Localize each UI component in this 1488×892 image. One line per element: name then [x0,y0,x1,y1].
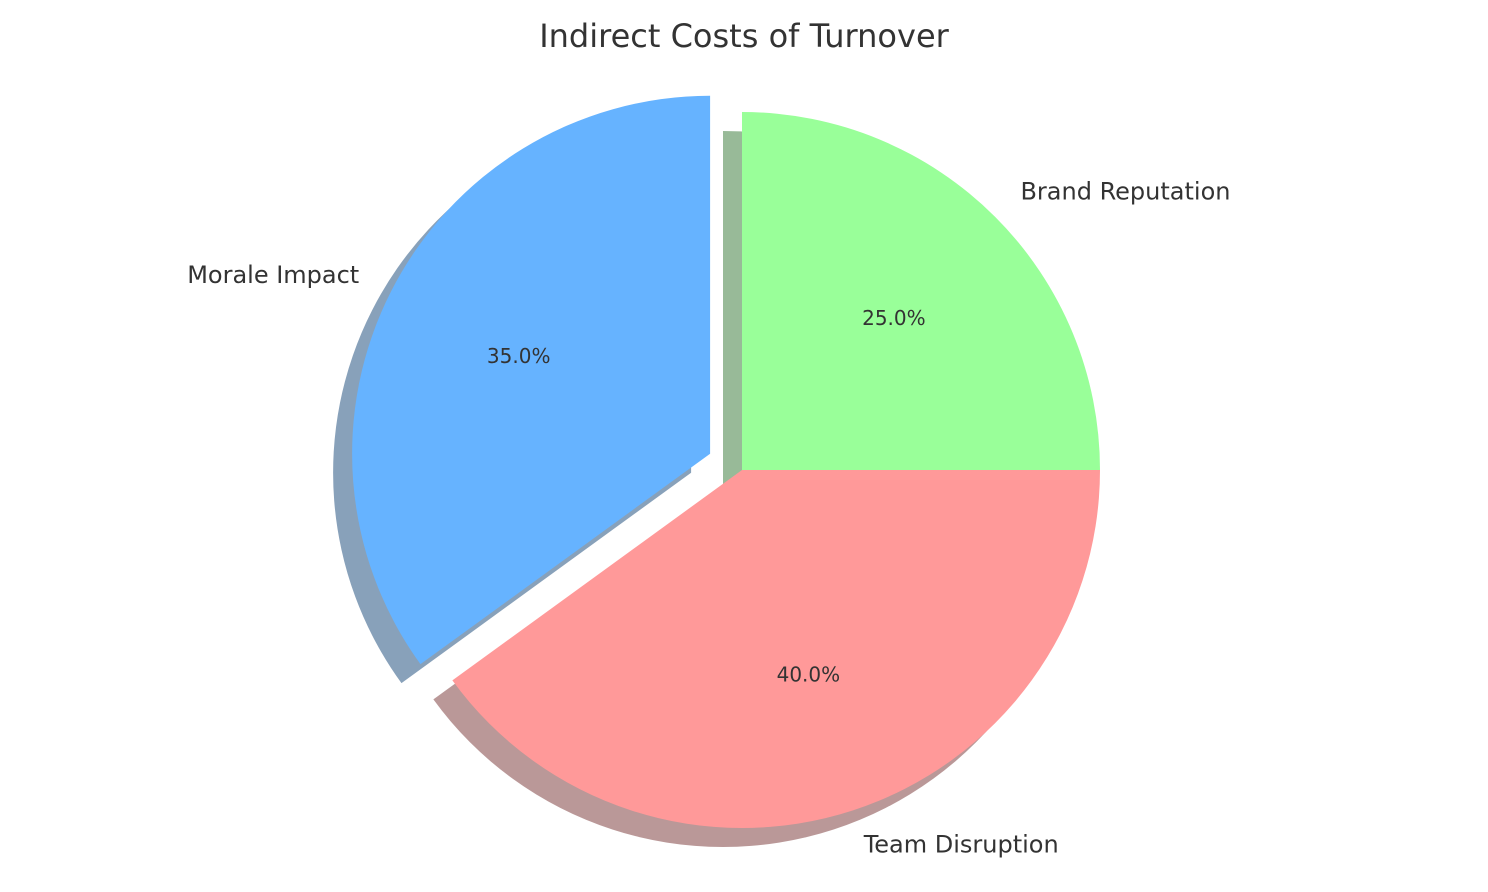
label-layer: 25.0% Brand Reputation 35.0% Morale Impact 4… [187,178,1230,859]
percent-label-brand-reputation: 25.0% [862,306,926,330]
percent-label-team-disruption: 40.0% [777,662,841,686]
slice-label-team-disruption: Team Disruption [863,831,1059,859]
slice-layer [352,95,1100,829]
pie-slice-brand-reputation [742,112,1100,470]
percent-label-morale-impact: 35.0% [487,344,551,368]
slice-label-brand-reputation: Brand Reputation [1020,178,1230,206]
pie-slice-team-disruption [452,470,1100,829]
pie-slice-morale-impact [352,95,711,665]
chart-title: Indirect Costs of Turnover [539,17,949,55]
slice-label-morale-impact: Morale Impact [187,261,359,289]
